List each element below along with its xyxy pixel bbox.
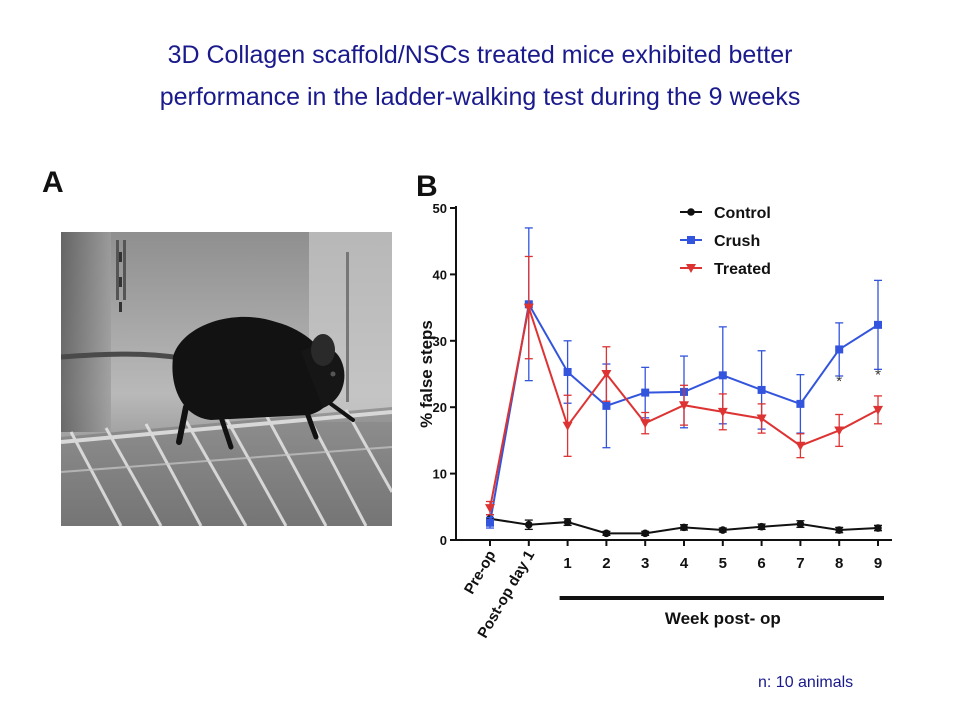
x-tick-label: Pre-op — [461, 548, 499, 598]
x-tick-label: 7 — [796, 555, 804, 572]
slide-title-line-1: 3D Collagen scaffold/NSCs treated mice e… — [167, 41, 793, 69]
x-tick-label: 6 — [757, 555, 765, 572]
legend-marker — [687, 208, 695, 216]
crush-data-point — [718, 371, 727, 380]
x-tick-label: 4 — [680, 555, 689, 572]
y-tick-label: 10 — [433, 467, 447, 482]
control-data-point — [835, 526, 843, 534]
y-tick-label: 20 — [433, 400, 447, 415]
significance-marker: * — [836, 373, 842, 390]
x-tick-label: 9 — [874, 555, 882, 572]
control-data-point — [680, 523, 688, 532]
x-tick-label: 8 — [835, 555, 843, 572]
crush-data-point — [641, 388, 650, 397]
y-tick-label: 40 — [433, 267, 447, 282]
panel-a-label: A — [42, 166, 64, 199]
y-tick-label: 0 — [440, 533, 447, 548]
control-data-point — [874, 524, 882, 532]
y-tick-label: 30 — [433, 334, 447, 349]
x-tick-label: 5 — [719, 555, 727, 572]
control-data-point — [719, 526, 727, 534]
treated-data-point — [562, 421, 573, 431]
y-tick-label: 50 — [433, 201, 447, 216]
legend-marker — [687, 236, 695, 244]
sample-size-note: n: 10 animals — [758, 674, 854, 691]
treated-data-point — [601, 370, 612, 379]
control-data-point — [602, 529, 611, 538]
legend-marker — [686, 264, 696, 273]
control-data-point — [563, 518, 572, 526]
treated-data-point — [485, 504, 495, 514]
x-axis-title: Week post- op — [665, 609, 781, 628]
crush-data-point — [563, 368, 572, 377]
treated-data-point — [795, 441, 806, 451]
crush-data-point — [486, 518, 494, 527]
treated-data-point — [717, 407, 728, 417]
treated-data-point — [834, 426, 845, 436]
significance-marker: * — [875, 366, 881, 383]
crush-data-point — [757, 385, 766, 394]
legend-label: Control — [714, 205, 771, 222]
mouse-on-ladder-photo — [61, 232, 392, 526]
treated-data-point — [640, 419, 651, 429]
treated-data-point — [756, 414, 767, 424]
control-data-point — [525, 520, 533, 529]
legend-label: Treated — [714, 261, 771, 278]
y-axis-title: % false steps — [417, 320, 436, 428]
control-data-point — [757, 522, 766, 531]
treated-data-point — [873, 405, 883, 415]
treated-data-point — [523, 303, 534, 313]
crush-data-point — [835, 345, 844, 354]
legend-label: Crush — [714, 233, 760, 250]
crush-data-point — [874, 320, 882, 329]
control-data-point — [796, 520, 805, 528]
slide-title: 3D Collagen scaffold/NSCs treated mice e… — [0, 34, 960, 118]
panel-b-label: B — [416, 170, 438, 203]
treated-data-point — [679, 401, 689, 411]
x-tick-label: 2 — [602, 555, 610, 572]
x-tick-label: 3 — [641, 555, 649, 572]
control-data-point — [641, 529, 649, 538]
photo-illustration — [61, 232, 392, 526]
x-tick-label: 1 — [563, 555, 571, 572]
crush-data-point — [796, 399, 805, 408]
slide-title-line-2: performance in the ladder-walking test d… — [159, 83, 801, 111]
crush-data-point — [602, 401, 611, 410]
